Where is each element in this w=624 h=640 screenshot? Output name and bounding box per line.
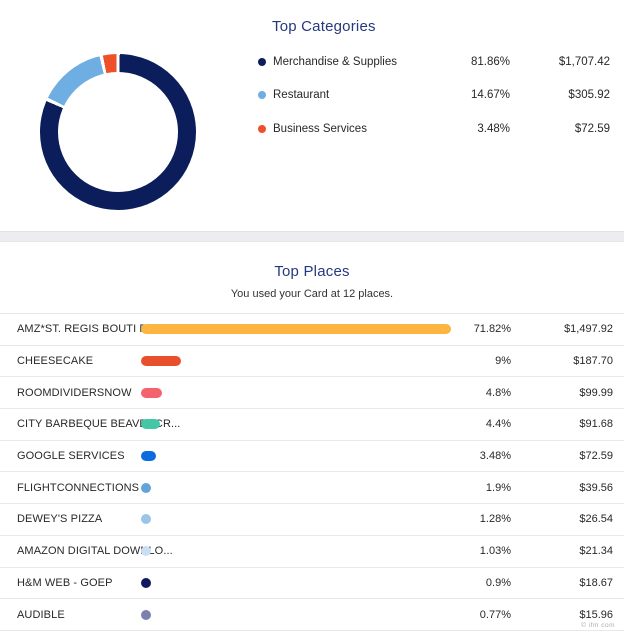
- top-categories-section: Top Categories Merchandise & Supplies 81…: [0, 0, 624, 231]
- donut-hole: [58, 72, 178, 192]
- place-amount: $187.70: [573, 355, 613, 368]
- place-amount: $99.99: [579, 386, 613, 399]
- place-label: DEWEY'S PIZZA: [17, 513, 103, 526]
- place-amount: $18.67: [579, 576, 613, 589]
- place-row[interactable]: CHEESECAKE 9% $187.70: [0, 344, 624, 377]
- section-divider: [0, 231, 624, 242]
- place-bar: [141, 609, 151, 620]
- place-amount: $21.34: [579, 545, 613, 558]
- place-percent: 1.28%: [479, 513, 511, 526]
- place-bar: [141, 514, 151, 525]
- place-percent: 3.48%: [479, 450, 511, 463]
- place-row[interactable]: CITY BARBEQUE BEAVERCR... 4.4% $91.68: [0, 408, 624, 440]
- place-label: ROOMDIVIDERSNOW: [17, 386, 132, 399]
- legend-dot-business-services: [258, 124, 266, 133]
- legend-percent: 81.86%: [470, 55, 510, 68]
- legend-row-business-services[interactable]: Business Services 3.48% $72.59: [258, 112, 610, 146]
- watermark: © ifm com: [581, 621, 615, 629]
- legend-row-merchandise[interactable]: Merchandise & Supplies 81.86% $1,707.42: [258, 45, 610, 79]
- place-bar: [141, 387, 162, 398]
- place-percent: 0.9%: [485, 576, 511, 589]
- place-row[interactable]: AMZ*ST. REGIS BOUTI FR9A... 71.82% $1,49…: [0, 313, 624, 345]
- place-label: AMZ*ST. REGIS BOUTI FR9A...: [17, 323, 178, 336]
- top-categories-legend: Merchandise & Supplies 81.86% $1,707.42 …: [258, 45, 610, 146]
- legend-amount: $72.59: [574, 122, 610, 135]
- top-categories-title: Top Categories: [272, 18, 376, 35]
- place-label: AUDIBLE: [17, 608, 65, 621]
- place-bar: [141, 451, 156, 462]
- place-bar: [141, 482, 151, 493]
- place-label: CHEESECAKE: [17, 355, 94, 368]
- top-places-list: AMZ*ST. REGIS BOUTI FR9A... 71.82% $1,49…: [0, 313, 624, 631]
- legend-amount: $1,707.42: [558, 55, 610, 68]
- place-amount: $72.59: [579, 450, 613, 463]
- place-percent: 4.4%: [485, 418, 511, 431]
- place-row[interactable]: AUDIBLE 0.77% $15.96: [0, 598, 624, 630]
- place-bar: [141, 356, 181, 367]
- place-amount: $91.68: [579, 418, 613, 431]
- place-percent: 71.82%: [473, 323, 511, 336]
- legend-label: Merchandise & Supplies: [273, 55, 398, 68]
- top-places-section: Top Places You used your Card at 12 plac…: [0, 242, 624, 631]
- place-percent: 1.9%: [485, 481, 511, 494]
- place-row[interactable]: GOOGLE SERVICES 3.48% $72.59: [0, 439, 624, 472]
- place-row[interactable]: FLIGHTCONNECTIONS 1.9% $39.56: [0, 471, 624, 504]
- legend-percent: 14.67%: [470, 89, 510, 102]
- place-label: FLIGHTCONNECTIONS: [17, 481, 140, 494]
- legend-label: Restaurant: [273, 89, 330, 102]
- place-percent: 0.77%: [479, 608, 511, 621]
- place-row[interactable]: ROOMDIVIDERSNOW 4.8% $99.99: [0, 376, 624, 409]
- legend-label: Business Services: [273, 122, 367, 135]
- legend-dot-merchandise: [258, 57, 266, 66]
- place-row[interactable]: DEWEY'S PIZZA 1.28% $26.54: [0, 503, 624, 535]
- place-amount: $15.96: [579, 608, 613, 621]
- place-amount: $26.54: [579, 513, 613, 526]
- top-places-title: Top Places: [274, 263, 350, 280]
- place-row[interactable]: H&M WEB - GOEP 0.9% $18.67: [0, 566, 624, 599]
- place-percent: 4.8%: [485, 386, 511, 399]
- legend-amount: $305.92: [568, 89, 610, 102]
- legend-percent: 3.48%: [477, 122, 510, 135]
- legend-dot-restaurant: [258, 91, 266, 100]
- place-amount: $1,497.92: [564, 323, 613, 336]
- top-places-subtitle: You used your Card at 12 places.: [230, 288, 394, 300]
- place-amount: $39.56: [579, 481, 613, 494]
- place-label: GOOGLE SERVICES: [17, 450, 125, 463]
- donut-chart: [40, 54, 196, 210]
- place-percent: 1.03%: [479, 545, 511, 558]
- place-percent: 9%: [495, 355, 511, 368]
- place-bar: [141, 546, 151, 557]
- place-bar: [141, 419, 160, 430]
- place-bar: [141, 577, 151, 588]
- place-label: CITY BARBEQUE BEAVERCR...: [17, 418, 181, 431]
- place-label: H&M WEB - GOEP: [17, 576, 113, 589]
- place-label: AMAZON DIGITAL DOWNLO...: [17, 545, 173, 558]
- place-row[interactable]: AMAZON DIGITAL DOWNLO... 1.03% $21.34: [0, 534, 624, 567]
- place-bar: [141, 324, 451, 335]
- legend-row-restaurant[interactable]: Restaurant 14.67% $305.92: [258, 79, 610, 113]
